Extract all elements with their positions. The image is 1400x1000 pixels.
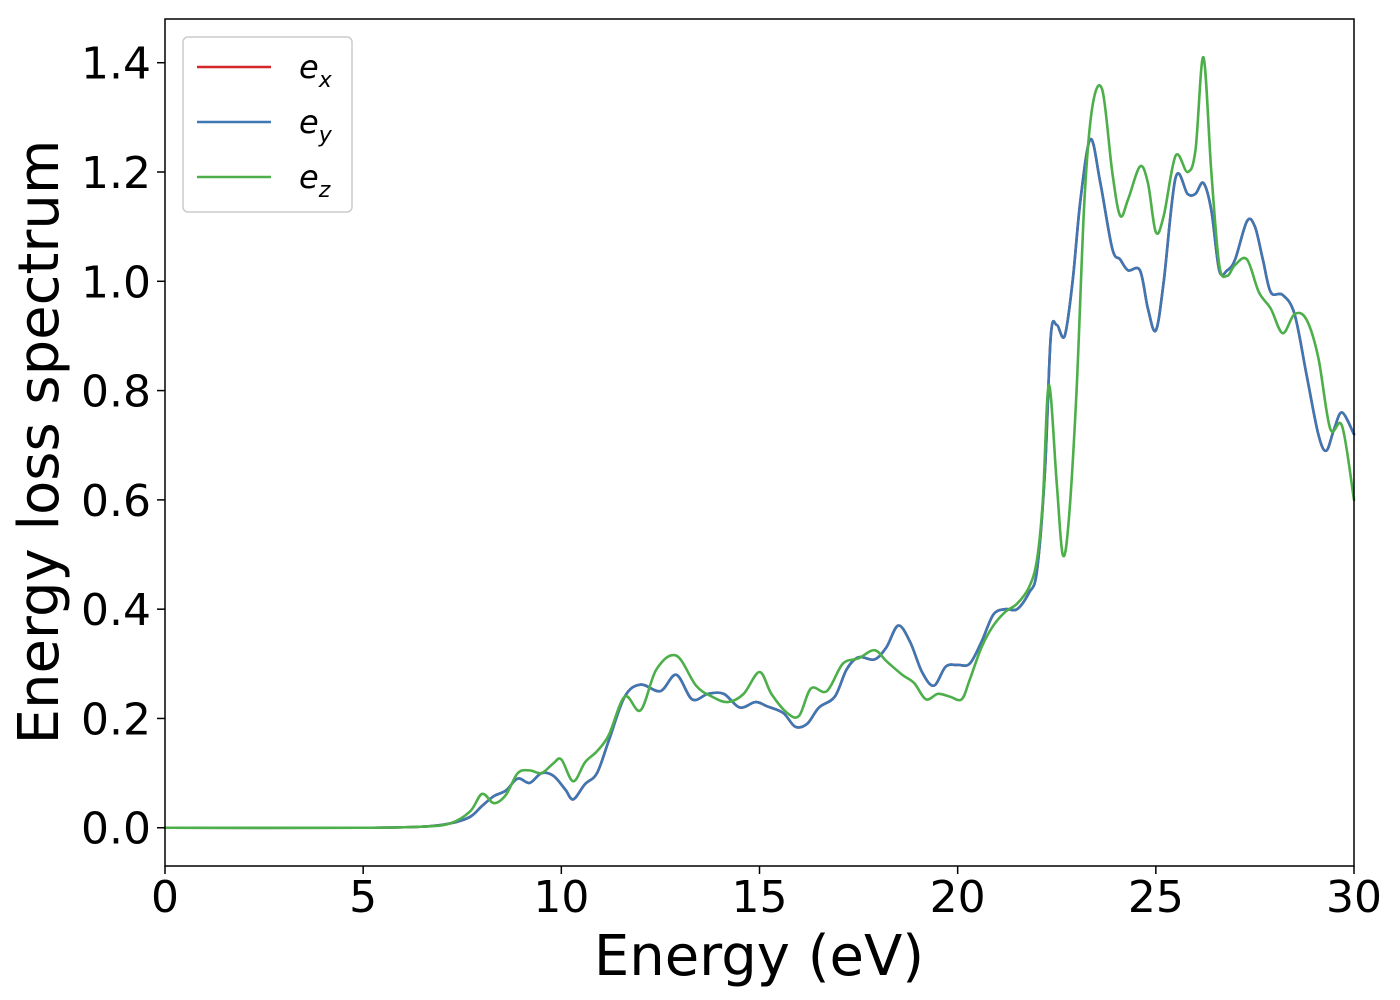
legend-subscript: y	[318, 123, 333, 148]
legend-subscript: z	[318, 178, 331, 203]
legend-box	[182, 36, 353, 213]
x-tick-label: 25	[1128, 872, 1184, 923]
y-tick-label: 0.6	[81, 476, 151, 527]
x-axis-ticks: 0 5 10 15 20 25 30	[151, 866, 1382, 923]
x-tick-label: 15	[732, 872, 788, 923]
y-axis-label: Energy loss spectrum	[7, 140, 72, 745]
x-tick-label: 10	[533, 872, 589, 923]
x-tick-label: 30	[1326, 872, 1382, 923]
x-tick-label: 5	[349, 872, 377, 923]
y-tick-label: 0.0	[81, 804, 151, 855]
y-axis-ticks: 0.0 0.2 0.4 0.6 0.8 1.0 1.2 1.4	[81, 39, 165, 855]
x-tick-label: 20	[930, 872, 986, 923]
y-tick-label: 1.2	[81, 148, 151, 199]
y-tick-label: 0.4	[81, 585, 151, 636]
y-tick-label: 0.8	[81, 367, 151, 418]
series-layer	[163, 55, 1356, 830]
x-tick-label: 0	[151, 872, 179, 923]
legend-subscript: x	[318, 68, 333, 93]
y-tick-label: 1.0	[81, 257, 151, 308]
y-tick-label: 0.2	[81, 694, 151, 745]
y-tick-label: 1.4	[81, 39, 151, 90]
series-line-ez	[163, 55, 1356, 830]
x-axis-label: Energy (eV)	[594, 924, 924, 989]
